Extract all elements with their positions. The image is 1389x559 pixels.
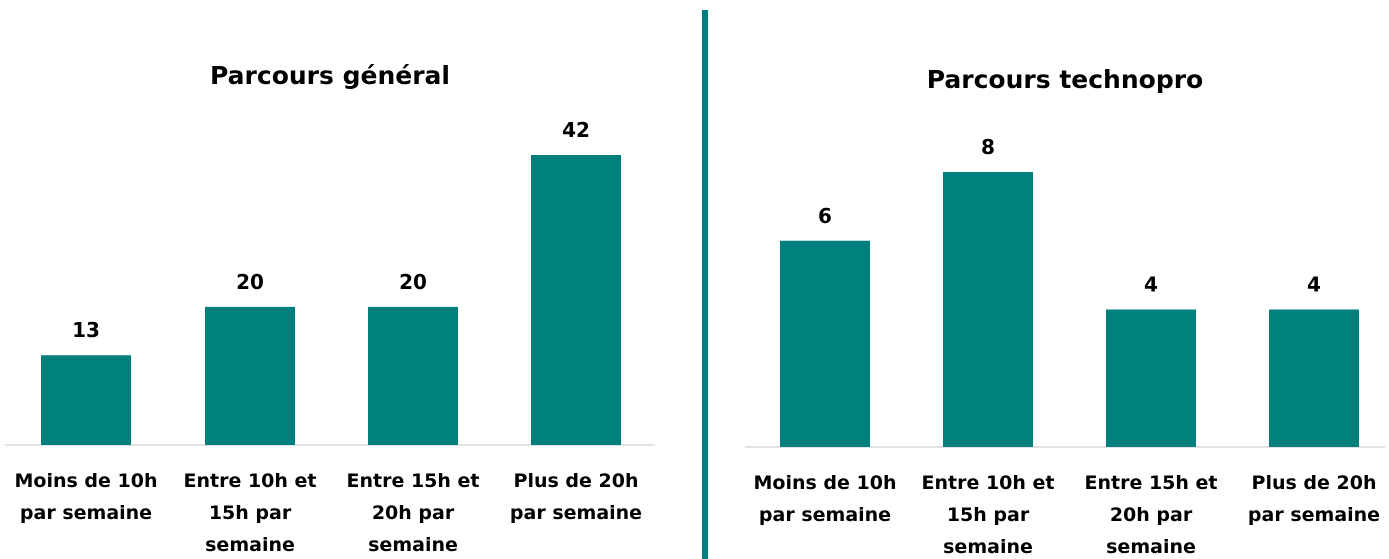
category-label: Entre 10h et 15h par semaine <box>183 470 317 556</box>
bar <box>531 155 621 445</box>
chart-title: Parcours général <box>210 61 450 90</box>
data-label: 4 <box>1144 273 1158 297</box>
chart-title: Parcours technopro <box>927 65 1203 94</box>
data-label: 20 <box>399 270 427 294</box>
bar <box>41 355 131 445</box>
category-label: Entre 15h et 20h par semaine <box>346 470 480 556</box>
data-label: 4 <box>1307 273 1321 297</box>
category-label: Plus de 20h par semaine <box>509 470 643 524</box>
bar <box>780 240 870 447</box>
bar <box>205 306 295 445</box>
bar <box>1106 309 1196 447</box>
category-label: Moins de 10h par semaine <box>14 470 158 524</box>
bar <box>1269 309 1359 447</box>
data-label: 13 <box>72 318 100 342</box>
category-label: Plus de 20h par semaine <box>1247 472 1381 526</box>
data-label: 20 <box>236 270 264 294</box>
divider <box>702 10 708 559</box>
data-label: 8 <box>981 135 995 159</box>
data-label: 42 <box>562 118 590 142</box>
category-label: Entre 15h et 20h par semaine <box>1084 472 1218 558</box>
bar <box>368 306 458 445</box>
category-label: Moins de 10h par semaine <box>753 472 897 526</box>
category-label: Entre 10h et 15h par semaine <box>921 472 1055 558</box>
data-label: 6 <box>818 204 832 228</box>
bar <box>943 172 1033 447</box>
